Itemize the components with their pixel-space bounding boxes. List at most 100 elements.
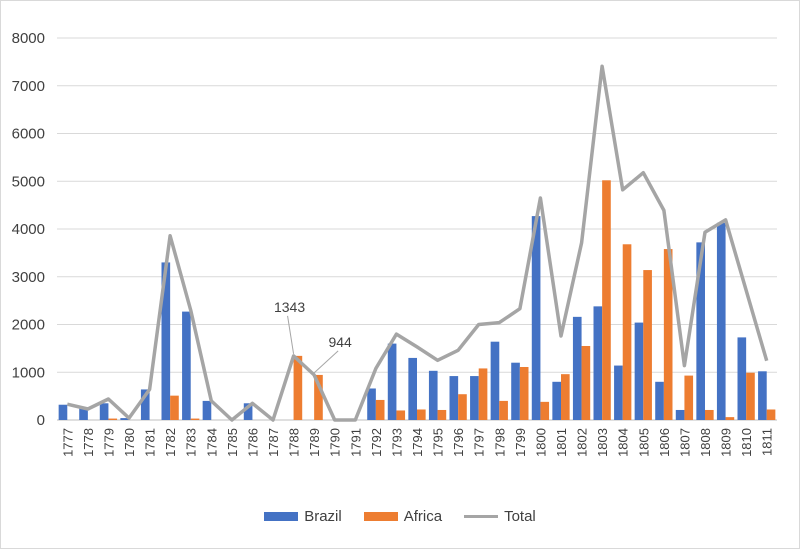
bar-brazil-1803 (593, 306, 603, 420)
x-tick-label: 1786 (245, 428, 260, 457)
bar-brazil-1784 (202, 400, 212, 420)
x-tick-label: 1777 (60, 428, 75, 457)
legend-item-brazil: Brazil (264, 508, 342, 525)
x-tick-label: 1788 (287, 428, 302, 457)
bar-brazil-1808 (696, 242, 705, 420)
x-tick-label: 1789 (307, 428, 322, 457)
bar-africa-1811 (766, 409, 776, 420)
y-tick-label: 0 (37, 412, 45, 429)
bar-brazil-1783 (182, 311, 191, 420)
bar-africa-1807 (684, 375, 694, 420)
y-tick-label: 5000 (12, 173, 45, 190)
bar-brazil-1807 (675, 409, 685, 420)
bar-africa-1808 (705, 409, 714, 420)
bar-brazil-1781 (140, 389, 150, 420)
bar-africa-1788 (293, 355, 303, 420)
x-tick-label: 1807 (677, 428, 692, 457)
bar-africa-1789 (314, 374, 323, 420)
legend-swatch-brazil (264, 512, 299, 521)
bar-brazil-1810 (737, 337, 747, 420)
bar-africa-1792 (375, 399, 385, 420)
x-tick-label: 1793 (389, 428, 404, 457)
y-tick-label: 2000 (12, 317, 45, 334)
x-tick-label: 1808 (698, 428, 713, 457)
x-tick-label: 1811 (760, 428, 775, 456)
bar-brazil-1777 (58, 404, 68, 420)
bar-africa-1798 (499, 400, 508, 420)
bar-brazil-1786 (243, 403, 253, 420)
x-tick-label: 1794 (410, 428, 425, 457)
annotations: 1343 944 (274, 299, 352, 374)
x-tick-label: 1787 (266, 428, 281, 457)
x-tick-label: 1801 (554, 428, 569, 457)
bar-africa-1779 (108, 418, 118, 420)
y-tick-label: 1000 (12, 364, 45, 381)
y-tick-label: 4000 (12, 221, 45, 238)
x-tick-label: 1804 (616, 428, 631, 457)
legend: Brazil Africa Total (0, 508, 800, 525)
x-tick-label: 1779 (101, 428, 116, 457)
bar-brazil-1780 (120, 418, 129, 420)
bar-africa-1794 (417, 409, 426, 420)
bars-layer (58, 180, 776, 420)
x-tick-label: 1782 (163, 428, 178, 457)
x-tick-label: 1797 (472, 428, 487, 457)
bar-brazil-1778 (79, 408, 88, 420)
bar-africa-1782 (170, 395, 179, 420)
x-tick-label: 1792 (369, 428, 384, 457)
bar-brazil-1794 (408, 357, 417, 420)
x-tick-label: 1798 (492, 428, 507, 457)
legend-item-africa: Africa (363, 508, 443, 525)
bar-brazil-1800 (531, 216, 541, 420)
x-tick-label: 1783 (184, 428, 199, 457)
x-tick-label: 1790 (328, 428, 343, 457)
bar-africa-1799 (519, 366, 529, 420)
bar-africa-1800 (540, 401, 550, 420)
x-tick-label: 1784 (204, 428, 219, 457)
x-tick-label: 1780 (122, 428, 137, 457)
annotation-label-1788: 1343 (274, 299, 305, 315)
bar-brazil-1782 (161, 262, 171, 420)
bar-brazil-1795 (428, 370, 438, 420)
y-axis: 0 1000 2000 3000 4000 5000 6000 7000 8000 (12, 30, 45, 429)
bar-brazil-1796 (449, 376, 459, 420)
bar-africa-1804 (622, 244, 632, 420)
bar-africa-1810 (746, 372, 755, 420)
legend-swatch-africa (363, 512, 398, 521)
x-tick-label: 1803 (595, 428, 610, 457)
x-tick-label: 1810 (739, 428, 754, 457)
annotation-leader-1789 (313, 350, 339, 374)
bar-africa-1796 (458, 394, 467, 420)
x-tick-label: 1778 (81, 428, 96, 457)
x-tick-label: 1806 (657, 428, 672, 457)
bar-brazil-1793 (387, 343, 397, 420)
bar-brazil-1811 (758, 371, 767, 420)
line-total (66, 64, 769, 422)
y-tick-label: 8000 (12, 30, 45, 47)
bar-brazil-1799 (511, 362, 520, 420)
bar-brazil-1806 (655, 381, 664, 420)
y-tick-label: 6000 (12, 126, 45, 143)
legend-label-africa: Africa (403, 508, 443, 525)
bar-brazil-1805 (634, 322, 644, 420)
bar-africa-1802 (581, 345, 591, 420)
bar-africa-1797 (478, 368, 488, 420)
x-tick-label: 1795 (431, 428, 446, 457)
bar-africa-1801 (561, 374, 570, 420)
bar-africa-1795 (437, 409, 447, 420)
bar-brazil-1804 (614, 365, 623, 420)
bar-africa-1805 (643, 270, 652, 420)
bar-africa-1783 (190, 418, 200, 420)
total-line-layer (66, 64, 769, 422)
x-tick-label: 1800 (533, 428, 548, 457)
bar-africa-1806 (663, 249, 673, 420)
bar-brazil-1809 (716, 222, 726, 420)
legend-label-brazil: Brazil (304, 508, 342, 525)
bar-brazil-1802 (572, 316, 582, 420)
annotation-label-1789: 944 (328, 334, 352, 350)
annotation-leader-1788 (287, 315, 295, 354)
bar-brazil-1779 (99, 403, 109, 420)
y-tick-label: 7000 (12, 78, 45, 95)
bar-brazil-1801 (552, 381, 561, 420)
legend-label-total: Total (504, 508, 536, 525)
